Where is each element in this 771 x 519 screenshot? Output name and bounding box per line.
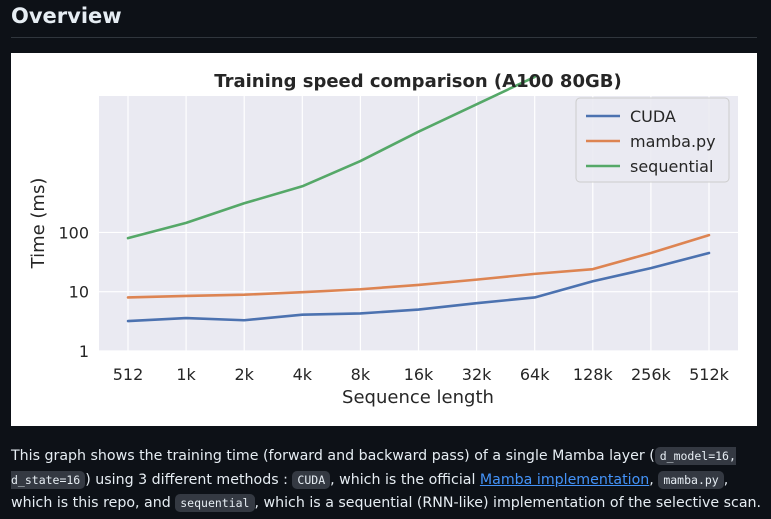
y-tick-label: 10 (69, 283, 89, 302)
y-tick-label: 100 (58, 223, 89, 242)
y-tick-label: 1 (79, 342, 89, 361)
x-tick-label: 512 (113, 365, 144, 384)
y-axis-label: Time (ms) (28, 178, 49, 270)
x-tick-label: 128k (573, 365, 614, 384)
x-axis-label: Sequence length (342, 387, 494, 408)
paragraph-text: ) using 3 different methods : (85, 471, 293, 488)
paragraph-text: , which is the official (330, 471, 480, 488)
x-tick-label: 512k (689, 365, 730, 384)
chart-title: Training speed comparison (A100 80GB) (214, 71, 621, 92)
section-heading: Overview (11, 4, 122, 28)
paragraph-text: , which is a sequential (RNN-like) imple… (254, 495, 762, 511)
chart-image: 1 10 100 512 1k 2k 4k 8k 16k 32k 64k 128k 256k 512k Tr… (11, 53, 757, 426)
paragraph-text: , (649, 471, 659, 488)
description-paragraph: This graph shows the training time (forw… (11, 445, 763, 516)
x-tick-label: 16k (404, 365, 434, 384)
legend-label: CUDA (630, 107, 676, 126)
inline-code-cuda: CUDA (292, 470, 331, 489)
legend-label: mamba.py (630, 132, 716, 151)
x-tick-label: 8k (351, 365, 371, 384)
legend-box (575, 97, 730, 183)
series-line-mamba-py (126, 233, 711, 299)
x-tick-label: 256k (631, 365, 672, 384)
inline-code-sequential: sequential (175, 494, 255, 512)
inline-code-mamba-py: mamba.py (658, 470, 724, 489)
legend-label: sequential (630, 157, 713, 176)
x-tick-label: 2k (234, 365, 254, 384)
x-tick-label: 64k (520, 365, 550, 384)
heading-divider (11, 37, 757, 38)
x-tick-label: 4k (293, 365, 313, 384)
mamba-implementation-link[interactable]: Mamba implementation (479, 471, 650, 488)
series-line-cuda (126, 251, 711, 323)
paragraph-text: This graph shows the training time (forw… (11, 448, 655, 464)
x-tick-label: 32k (462, 365, 492, 384)
paragraph-text: , which is this repo, and (11, 471, 729, 512)
x-tick-label: 1k (176, 365, 196, 384)
series-line-sequential (126, 75, 537, 240)
training-speed-chart: 1 10 100 512 1k 2k 4k 8k 16k 32k 64k 128k 256k 512k Tr… (28, 71, 738, 408)
